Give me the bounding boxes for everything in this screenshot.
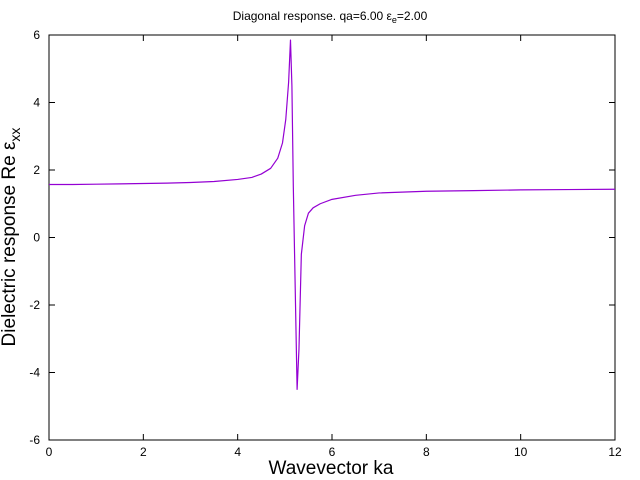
x-tick-label: 4 <box>234 445 241 459</box>
y-axis-title: Dielectric response Re εxx <box>0 128 23 347</box>
y-tick-label: 0 <box>33 231 40 245</box>
y-tick-label: -4 <box>29 366 40 380</box>
series-layer <box>49 39 616 390</box>
plot-frame <box>48 34 616 441</box>
axis-ticks: 0 2 4 6 8 10 12 -6 -4 -2 0 2 4 6 <box>29 28 622 459</box>
x-tick-label: 0 <box>46 445 53 459</box>
x-tick-label: 8 <box>423 445 430 459</box>
y-tick-label: -6 <box>29 433 40 447</box>
x-tick-label: 2 <box>140 445 147 459</box>
y-tick-label: -2 <box>29 298 40 312</box>
x-tick-label: 12 <box>608 445 622 459</box>
series-line-0 <box>49 39 616 390</box>
x-tick-label: 6 <box>329 445 336 459</box>
chart-title: Diagonal response. qa=6.00 εe=2.00 <box>233 9 428 25</box>
x-tick-label: 10 <box>514 445 528 459</box>
x-axis-title: Wavevector ka <box>269 458 394 479</box>
y-tick-label: 6 <box>33 28 40 42</box>
y-tick-label: 4 <box>33 96 40 110</box>
y-tick-label: 2 <box>33 163 40 177</box>
